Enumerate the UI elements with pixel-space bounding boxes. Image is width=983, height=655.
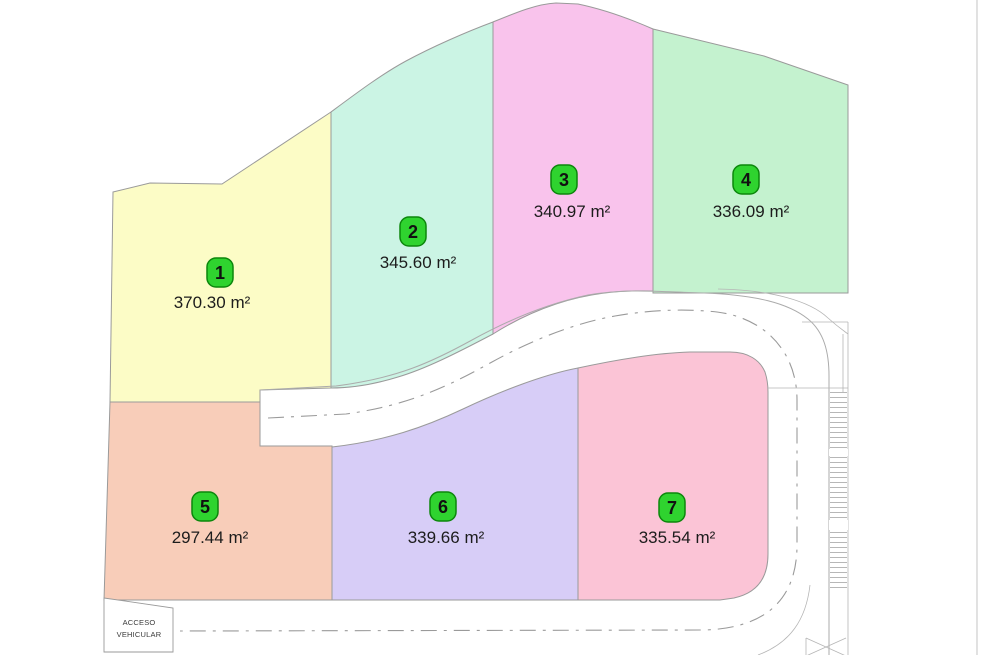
hatch-gap — [829, 449, 848, 456]
road-centerline — [179, 309, 798, 632]
lot-6-label-group: 6 339.66 m² — [408, 491, 485, 547]
lot-4-badge — [732, 164, 760, 195]
lot-6-badge-number: 6 — [438, 497, 448, 517]
lot-4-label-group: 4 336.09 m² — [713, 164, 790, 221]
crosswalk-x-marking — [805, 637, 847, 655]
lot-3-area-label: 340.97 m² — [534, 202, 611, 221]
lot-7-badge-number: 7 — [667, 498, 677, 518]
lot-6-area-label: 339.66 m² — [408, 528, 485, 547]
road-outer-curb — [717, 288, 849, 335]
lot-3-label-group: 3 340.97 m² — [534, 164, 611, 221]
access-road-label-line2: VEHICULAR — [117, 630, 162, 639]
lot-5-label-group: 5 297.44 m² — [172, 491, 249, 547]
lot-2-label-group: 2 345.60 m² — [380, 216, 457, 272]
lot-1-area-label: 370.30 m² — [174, 293, 251, 312]
lot-3-badge-number: 3 — [559, 170, 569, 190]
lot-2-badge-number: 2 — [408, 222, 418, 242]
lot-1-region[interactable] — [109, 111, 332, 403]
lot-6-badge — [429, 491, 457, 522]
lot-3-badge — [550, 164, 578, 195]
lot-1-badge-number: 1 — [215, 263, 225, 283]
lot-7-label-group: 7 335.54 m² — [639, 492, 716, 547]
lot-2-badge — [399, 216, 427, 247]
lot-7-badge — [658, 492, 686, 523]
lot-7-region[interactable] — [577, 351, 769, 601]
lot-2-region[interactable] — [330, 21, 494, 389]
hatch-gap — [829, 520, 848, 530]
lot-6-region[interactable] — [331, 367, 579, 601]
lot-1-label-group: 1 370.30 m² — [174, 257, 251, 312]
lot-4-region[interactable] — [652, 28, 849, 294]
lot-2-area-label: 345.60 m² — [380, 253, 457, 272]
sidewalk-hatch — [830, 392, 847, 588]
lot-1-badge — [206, 257, 234, 288]
lot-4-badge-number: 4 — [741, 170, 751, 190]
road-outer-edge — [259, 290, 830, 655]
access-road-label-line1: ACCESO — [123, 618, 156, 627]
lot-5-badge-number: 5 — [200, 497, 210, 517]
lot-5-badge — [191, 491, 219, 522]
lot-4-area-label: 336.09 m² — [713, 202, 790, 221]
access-road-label-box — [103, 597, 174, 653]
road-corner-curb-bottom — [757, 584, 811, 655]
lot-7-area-label: 335.54 m² — [639, 528, 716, 547]
lot-5-area-label: 297.44 m² — [172, 528, 249, 547]
